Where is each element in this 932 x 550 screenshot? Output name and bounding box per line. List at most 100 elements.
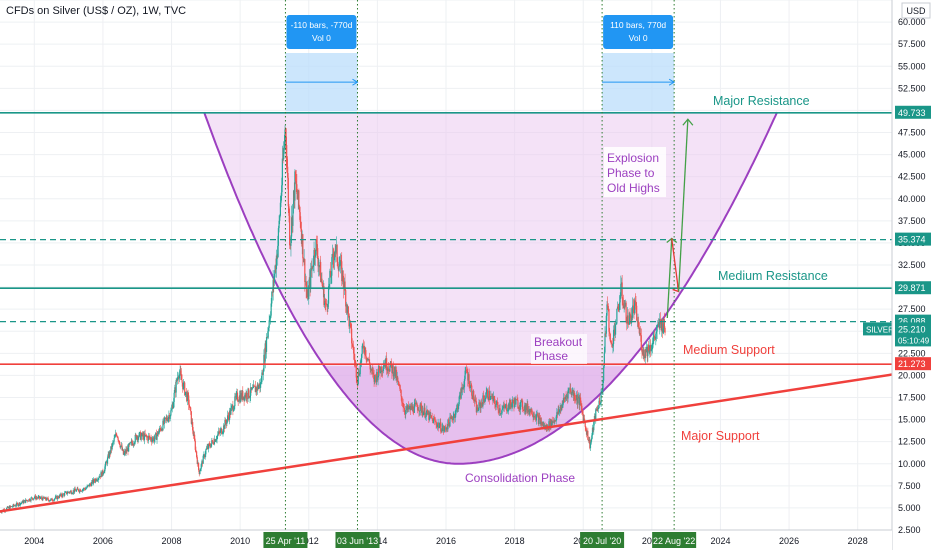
candle-body [455, 407, 458, 410]
candle-body [640, 335, 642, 349]
candle-body [659, 319, 662, 322]
candle-body [227, 415, 229, 417]
candle-body [166, 419, 169, 422]
candle-body [372, 372, 375, 375]
candle-body [406, 406, 408, 410]
candle-body [622, 303, 625, 309]
candle-body [165, 417, 167, 419]
candle-body [364, 347, 366, 353]
candle-body [461, 387, 464, 390]
breakout-phase-label: Breakout [534, 335, 583, 349]
candle-body [310, 268, 313, 271]
candle-body [137, 436, 139, 440]
candle-body [211, 440, 213, 444]
candle-body [156, 434, 158, 440]
candle-body [342, 270, 344, 282]
candle-body [498, 408, 501, 413]
candle-body [298, 206, 301, 213]
candle-body [595, 409, 598, 411]
candle-body [199, 471, 201, 475]
candle-body [208, 444, 210, 445]
candle-body [543, 425, 545, 427]
candle-body [655, 333, 657, 339]
price-tick-label: 27.500 [898, 304, 926, 314]
candle-body [632, 305, 634, 307]
candle-body [216, 435, 218, 440]
price-badge [895, 232, 931, 246]
candle-body [251, 388, 253, 391]
time-tick-label: 2006 [93, 536, 113, 546]
candle-body [33, 498, 35, 500]
candle-body [232, 405, 234, 412]
candle-body [196, 457, 198, 465]
candle-body [15, 505, 17, 507]
candle-body [652, 340, 654, 343]
candle-body [160, 428, 162, 431]
price-tick-label: 40.000 [898, 194, 926, 204]
time-tick-label: 2024 [710, 536, 730, 546]
candle-body [116, 434, 118, 437]
candle-body [96, 480, 98, 481]
candle-body [250, 387, 252, 391]
candle-body [331, 253, 334, 258]
candle-body [304, 259, 306, 283]
candle-body [131, 441, 133, 444]
candle-body [38, 496, 40, 497]
candle-body [51, 498, 53, 501]
date-marker-badge [580, 532, 625, 548]
candle-body [655, 331, 658, 334]
candle-body [465, 369, 468, 371]
candle-body [170, 410, 172, 416]
candle-body [70, 490, 72, 494]
candle-body [663, 319, 665, 330]
candle-body [191, 422, 193, 424]
candle-body [281, 185, 283, 197]
time-tick-label: 2016 [436, 536, 456, 546]
candle-body [436, 424, 439, 427]
candle-body [368, 359, 370, 360]
candle-body [508, 403, 510, 409]
candle-body [533, 416, 536, 418]
candle-body [547, 429, 549, 430]
candle-body [370, 368, 372, 370]
candle-body [620, 282, 623, 284]
candle-body [616, 308, 618, 324]
range-label-text: Vol 0 [312, 33, 331, 43]
candle-body [486, 389, 488, 393]
candle-body [90, 484, 92, 486]
candle-body [360, 362, 362, 364]
candle-body [560, 405, 563, 411]
candle-body [119, 444, 121, 448]
candle-body [257, 384, 259, 389]
candle-body [395, 369, 398, 381]
candle-body [181, 380, 183, 383]
candle-body [320, 261, 322, 282]
candle-body [579, 397, 582, 404]
candle-body [67, 491, 69, 494]
candle-body [463, 378, 466, 388]
candle-body [434, 421, 437, 422]
candle-body [554, 419, 556, 422]
candle-body [626, 322, 628, 323]
price-tick-label: 17.500 [898, 393, 926, 403]
candle-body [134, 434, 136, 443]
candle-body [297, 190, 299, 200]
candle-body [173, 392, 175, 402]
candle-body [515, 399, 517, 405]
candle-body [583, 418, 586, 423]
candle-body [361, 345, 363, 355]
candle-body [95, 478, 97, 481]
candle-body [640, 333, 642, 336]
candle-body [477, 410, 479, 411]
price-tick-label: 12.500 [898, 437, 926, 447]
candle-body [659, 319, 661, 329]
projection-down [671, 238, 680, 292]
candle-body [459, 392, 461, 397]
candle-body [589, 439, 591, 449]
candle-body [650, 349, 652, 351]
candle-body [471, 395, 473, 399]
candle-body [473, 400, 475, 402]
price-badge-label: 35.374 [898, 235, 926, 245]
last-price-badge [895, 322, 931, 347]
